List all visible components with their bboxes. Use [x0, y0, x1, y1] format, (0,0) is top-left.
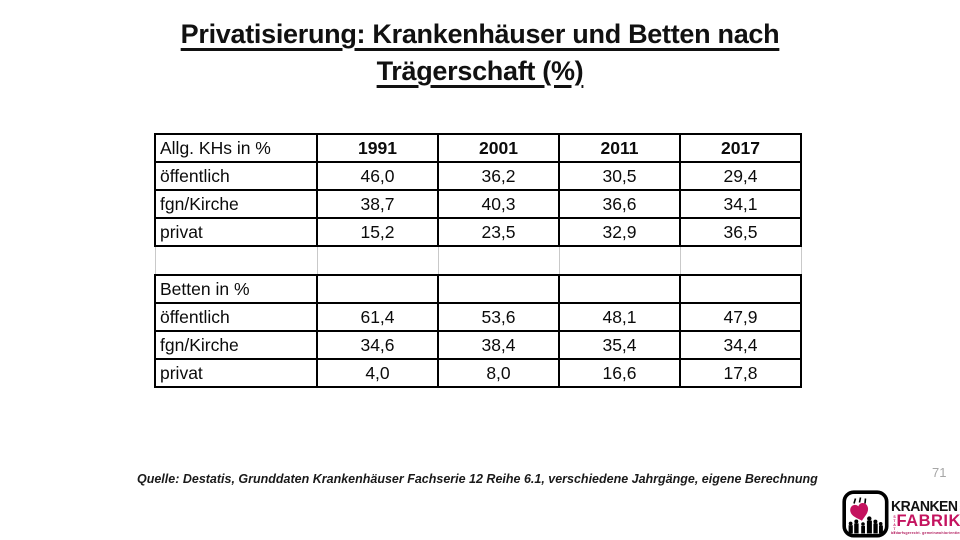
table-cell: 46,0	[316, 161, 439, 191]
table-cell: 8,0	[437, 358, 560, 388]
table-cell: 23,5	[437, 217, 560, 247]
table-cell: 4,0	[316, 358, 439, 388]
row-label: öffentlich	[154, 161, 318, 191]
table-cell: 35,4	[558, 330, 681, 360]
page-title: Privatisierung: Krankenhäuser und Betten…	[0, 16, 960, 90]
table-cell: 61,4	[316, 302, 439, 332]
table-cell: 48,1	[558, 302, 681, 332]
logo-word-fabrik: FABRIK	[896, 512, 960, 530]
row-label: fgn/Kirche	[154, 330, 318, 360]
row-label: fgn/Kirche	[154, 189, 318, 219]
table-cell: 16,6	[558, 358, 681, 388]
table-cell: 38,7	[316, 189, 439, 219]
crowd-silhouette	[848, 516, 883, 534]
khs-header-label: Allg. KHs in %	[154, 133, 318, 163]
title-line-1: Privatisierung: Krankenhäuser und Betten…	[180, 19, 780, 49]
logo-word-statt: STATT	[892, 515, 897, 535]
krankenhaus-statt-fabrik-logo: KRANKEN HAUS STATT FABRIK bedarfsgerecht…	[842, 490, 960, 538]
spacer-cell	[154, 245, 318, 276]
table-row-betten-fgn-kirche: fgn/Kirche 34,6 38,4 35,4 34,4	[154, 330, 802, 360]
table-cell: 32,9	[558, 217, 681, 247]
table-row-betten-privat: privat 4,0 8,0 16,6 17,8	[154, 358, 802, 388]
year-header: 2017	[679, 133, 802, 163]
table-row-khs-fgn-kirche: fgn/Kirche 38,7 40,3 36,6 34,1	[154, 189, 802, 219]
table-cell: 15,2	[316, 217, 439, 247]
betten-header-label: Betten in %	[154, 274, 318, 304]
spacer-cell	[679, 245, 802, 276]
row-label: privat	[154, 217, 318, 247]
hospitals-beds-table: Allg. KHs in % 1991 2001 2011 2017 öffen…	[154, 133, 802, 388]
table-header-row-khs: Allg. KHs in % 1991 2001 2011 2017	[154, 133, 802, 163]
table-cell: 36,2	[437, 161, 560, 191]
table-cell-empty	[679, 274, 802, 304]
table-cell: 34,4	[679, 330, 802, 360]
row-label: privat	[154, 358, 318, 388]
table-cell: 30,5	[558, 161, 681, 191]
heart-crowd-icon	[842, 490, 889, 538]
year-header: 2011	[558, 133, 681, 163]
table-row-khs-oeffentlich: öffentlich 46,0 36,2 30,5 29,4	[154, 161, 802, 191]
table-cell: 38,4	[437, 330, 560, 360]
table-cell: 34,1	[679, 189, 802, 219]
table-cell: 53,6	[437, 302, 560, 332]
page-number: 71	[932, 465, 947, 480]
table-header-row-betten: Betten in %	[154, 274, 802, 304]
spacer-cell	[437, 245, 560, 276]
heart-icon	[850, 502, 869, 521]
logo-word-kranken: KRANKEN	[891, 497, 958, 515]
table-cell-empty	[316, 274, 439, 304]
table-row-khs-privat: privat 15,2 23,5 32,9 36,5	[154, 217, 802, 247]
table-cell-empty	[437, 274, 560, 304]
logo-tagline: bedarfsgerecht. gemeinwohlorientiert.	[891, 530, 960, 535]
spacer-cell	[558, 245, 681, 276]
logo-wordmark: KRANKEN HAUS STATT FABRIK bedarfsgerecht…	[891, 499, 960, 535]
year-header: 2001	[437, 133, 560, 163]
row-label: öffentlich	[154, 302, 318, 332]
table-cell: 34,6	[316, 330, 439, 360]
table-cell: 36,6	[558, 189, 681, 219]
table-row-betten-oeffentlich: öffentlich 61,4 53,6 48,1 47,9	[154, 302, 802, 332]
spacer-cell	[316, 245, 439, 276]
source-citation: Quelle: Destatis, Grunddaten Krankenhäus…	[137, 472, 818, 486]
year-header: 1991	[316, 133, 439, 163]
table-cell: 29,4	[679, 161, 802, 191]
spacer-row	[154, 245, 802, 276]
table-cell: 17,8	[679, 358, 802, 388]
table-cell: 40,3	[437, 189, 560, 219]
title-line-2: Trägerschaft (%)	[376, 56, 584, 86]
table-cell: 36,5	[679, 217, 802, 247]
table-cell: 47,9	[679, 302, 802, 332]
table-cell-empty	[558, 274, 681, 304]
